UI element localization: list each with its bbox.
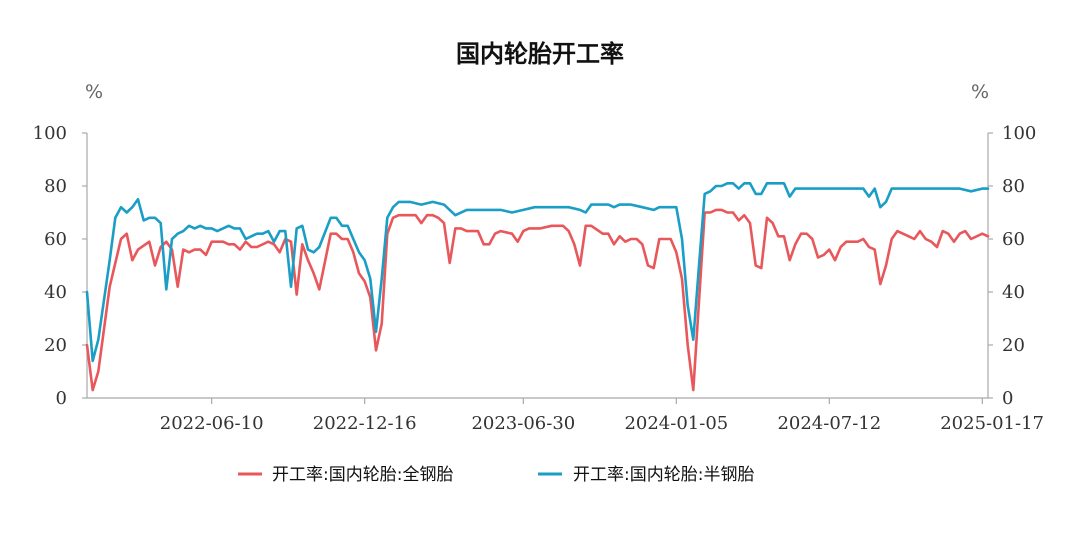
series-line-2 [85, 182, 990, 363]
y2-tick-label: 100 [1002, 123, 1036, 144]
y-axis-right: 0 20 40 60 80 100 [988, 123, 1036, 409]
y2-tick-label: 80 [1002, 176, 1025, 197]
y-tick-label: 40 [44, 282, 67, 303]
y-tick-label: 100 [33, 123, 67, 144]
legend-label-series-1: 开工率:国内轮胎:全钢胎 [272, 465, 453, 485]
y-tick-label: 80 [44, 176, 67, 197]
y-tick-label: 60 [44, 229, 67, 250]
y2-tick-label: 40 [1002, 282, 1025, 303]
y-tick-label: 20 [44, 335, 67, 356]
chart-title: 国内轮胎开工率 [456, 40, 624, 68]
y2-tick-label: 20 [1002, 335, 1025, 356]
axes [86, 133, 989, 399]
x-tick-label: 2022-12-16 [313, 413, 417, 434]
series-line-1 [85, 208, 990, 392]
y-tick-label: 0 [56, 388, 67, 409]
y-axis-left: 0 20 40 60 80 100 [33, 123, 87, 409]
legend-label-series-2: 开工率:国内轮胎:半钢胎 [573, 465, 754, 485]
legend-item-series-2: 开工率:国内轮胎:半钢胎 [538, 465, 754, 485]
x-tick-label: 2024-01-05 [624, 413, 728, 434]
series-layer [85, 182, 990, 392]
y2-tick-label: 60 [1002, 229, 1025, 250]
left-axis-unit: % [85, 81, 103, 103]
right-axis-unit: % [971, 81, 989, 103]
legend: 开工率:国内轮胎:全钢胎 开工率:国内轮胎:半钢胎 [238, 465, 754, 485]
x-tick-label: 2025-01-17 [940, 413, 1044, 434]
x-tick-label: 2022-06-10 [160, 413, 264, 434]
x-axis: 2022-06-10 2022-12-16 2023-06-30 2024-01-05… [160, 398, 1044, 434]
x-tick-label: 2023-06-30 [471, 413, 575, 434]
y2-tick-label: 0 [1002, 388, 1013, 409]
x-tick-label: 2024-07-12 [777, 413, 881, 434]
legend-item-series-1: 开工率:国内轮胎:全钢胎 [238, 465, 453, 485]
